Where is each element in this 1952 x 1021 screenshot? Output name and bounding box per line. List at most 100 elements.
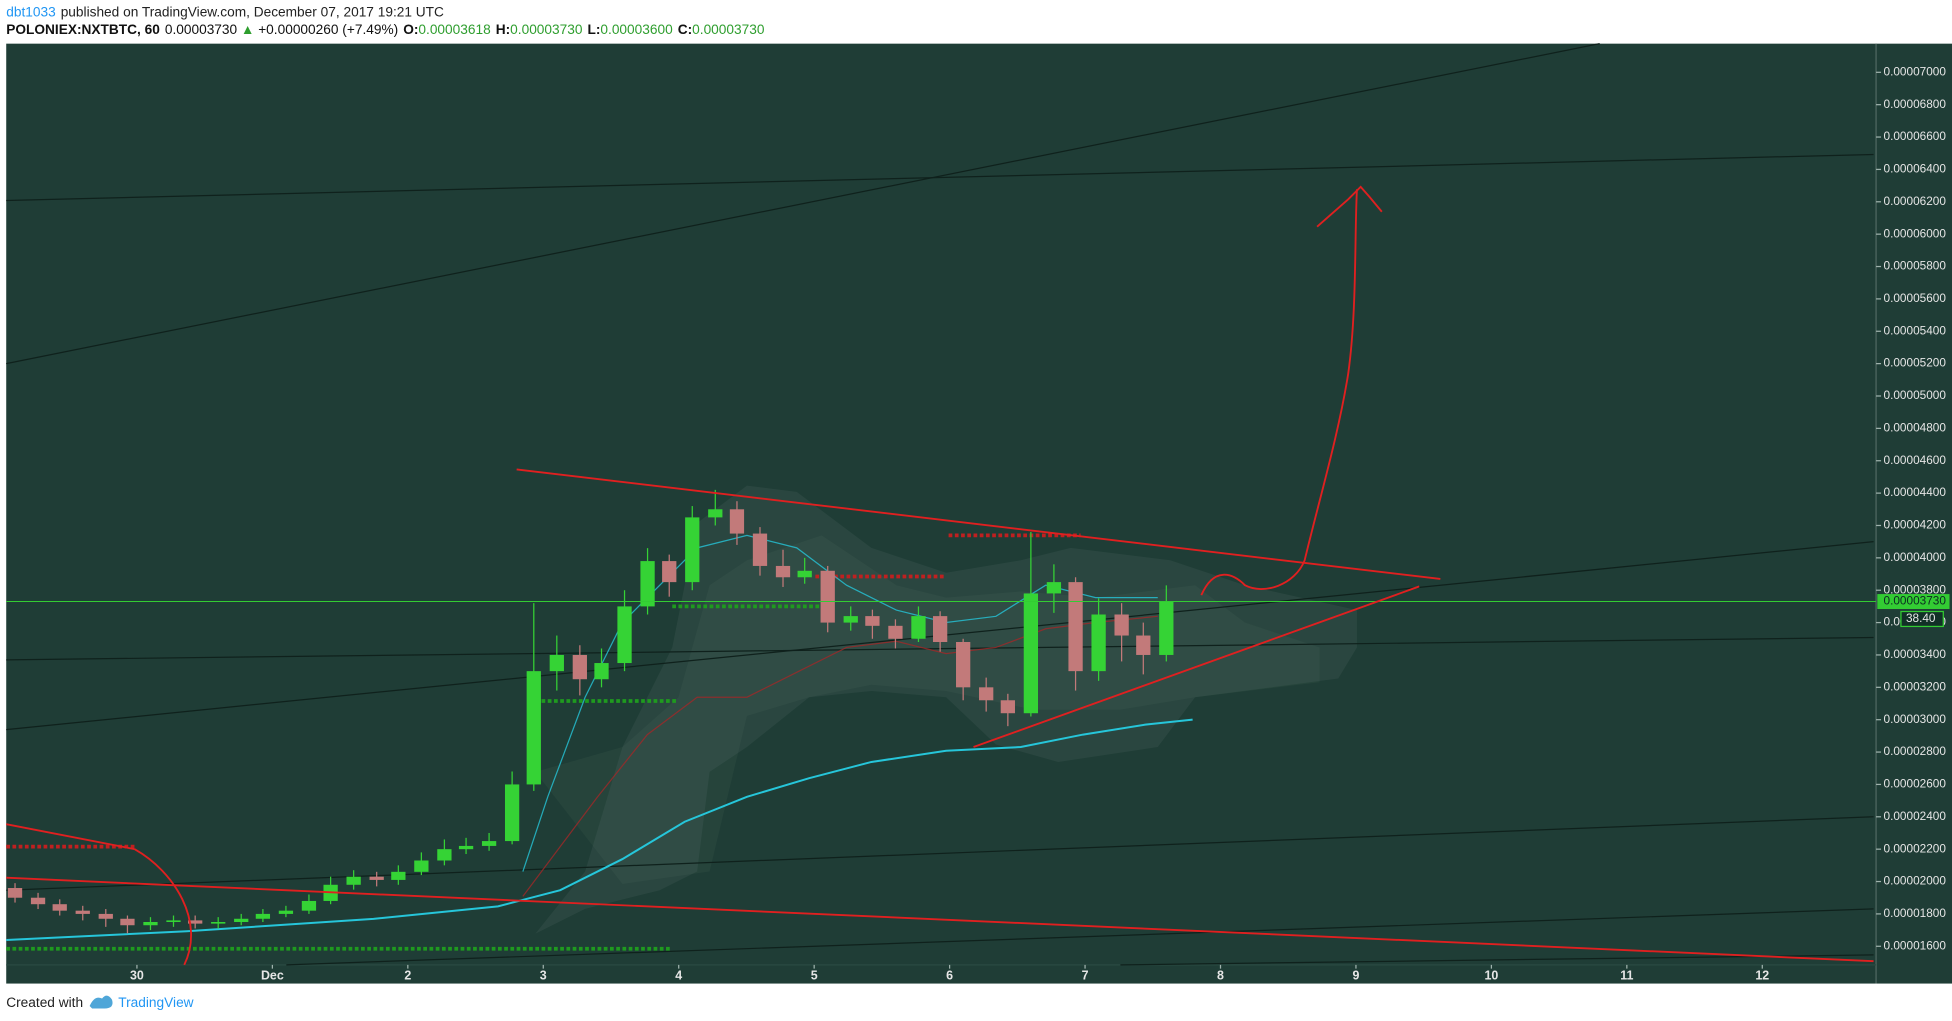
- trend-line: [6, 153, 1874, 202]
- candle-body: [820, 570, 835, 623]
- candle-body: [369, 876, 384, 880]
- candle-body: [75, 910, 90, 914]
- candle-body: [640, 561, 655, 607]
- y-tick-label: 0.00002800: [1884, 744, 1947, 758]
- candle-body: [594, 663, 609, 680]
- symbol: POLONIEX:NXTBTC, 60: [6, 22, 160, 37]
- candle-body: [685, 517, 700, 583]
- candle-body: [526, 671, 541, 785]
- x-tick-label: Dec: [261, 968, 284, 982]
- candle-body: [1000, 700, 1015, 714]
- candle-body: [1046, 582, 1062, 594]
- trend-line: [1120, 954, 1874, 966]
- footer-created: Created with: [6, 995, 83, 1010]
- x-tick-label: 5: [811, 968, 818, 982]
- candle-body: [391, 871, 406, 880]
- y-tick-label: 0.00003400: [1884, 647, 1947, 661]
- y-tick-label: 0.00005400: [1884, 323, 1947, 337]
- resistance-line: [516, 468, 1441, 580]
- candle-body: [1023, 593, 1039, 714]
- y-tick-label: 0.00004200: [1884, 518, 1947, 532]
- candle-body: [888, 625, 903, 639]
- y-tick-label: 0.00005800: [1884, 259, 1947, 273]
- y-tick-label: 0.00003200: [1884, 679, 1947, 693]
- trend-line: [6, 43, 1600, 365]
- last-price-box: [1877, 594, 1950, 610]
- x-tick-label: 2: [404, 968, 411, 982]
- low-label: L:: [587, 22, 600, 37]
- footer-brand[interactable]: TradingView: [118, 995, 193, 1010]
- author[interactable]: dbt1033: [6, 4, 56, 19]
- y-tick-label: 0.00003800: [1884, 582, 1947, 596]
- candle-body: [932, 616, 948, 643]
- last-price-label: 0.00003730: [1884, 594, 1947, 608]
- candle-body: [549, 654, 564, 672]
- y-tick-label: 0.00004800: [1884, 420, 1947, 434]
- candle-body: [911, 616, 926, 639]
- y-tick-label: 0.00006200: [1884, 194, 1947, 208]
- change-arrow: ▲: [241, 22, 255, 37]
- high-value: 0.00003730: [510, 22, 583, 37]
- projection-arrow: [1200, 189, 1358, 596]
- brand-logo: [89, 995, 113, 1009]
- y-tick-label: 0.00002400: [1884, 809, 1947, 823]
- close-value: 0.00003730: [692, 22, 765, 37]
- x-tick-label: 6: [946, 968, 953, 982]
- candles: [6, 489, 1877, 934]
- candle-body: [301, 900, 317, 911]
- x-tick-label: 11: [1620, 968, 1633, 982]
- candle-body: [1136, 635, 1151, 655]
- candle-body: [255, 913, 271, 919]
- y-tick-label: 0.00006600: [1884, 129, 1947, 143]
- last-price: 0.00003730: [165, 22, 238, 37]
- y-tick-label: 0.00002000: [1884, 874, 1947, 888]
- y-tick-label: 0.00006400: [1884, 162, 1947, 176]
- y-tick-label: 0.00002200: [1884, 841, 1947, 855]
- candle-body: [481, 841, 497, 846]
- candle-body: [504, 784, 520, 842]
- candle-body: [188, 920, 203, 924]
- candle-body: [234, 918, 249, 922]
- trend-line: [6, 816, 1874, 891]
- high-label: H:: [496, 22, 510, 37]
- candle-body: [414, 860, 429, 872]
- candle-body: [120, 918, 135, 926]
- level-markers: [6, 533, 1081, 951]
- y-tick-label: 0.00004600: [1884, 453, 1947, 467]
- candle-body: [1114, 614, 1129, 636]
- x-tick-label: 4: [675, 968, 682, 982]
- trend-line: [286, 908, 1874, 966]
- candle-body: [458, 845, 474, 850]
- y-tick-label: 0.00005600: [1884, 291, 1947, 305]
- candle-body: [956, 642, 971, 688]
- y-tick-label: 0.00007000: [1884, 64, 1947, 78]
- candle-body: [1091, 614, 1106, 672]
- y-tick-label: 0.00006000: [1884, 226, 1947, 240]
- x-tick-label: 12: [1755, 968, 1769, 982]
- y-tick-label: 0.00001800: [1884, 906, 1947, 920]
- candle-body: [775, 565, 791, 578]
- candle-body: [52, 904, 67, 911]
- open-value: 0.00003618: [418, 22, 491, 37]
- x-tick-label: 9: [1352, 968, 1359, 982]
- y-tick-label: 0.00004400: [1884, 485, 1947, 499]
- y-tick-label: 0.00003000: [1884, 712, 1947, 726]
- candle-body: [98, 913, 113, 919]
- x-tick-label: 8: [1217, 968, 1224, 982]
- change: +0.00000260 (+7.49%): [258, 22, 398, 37]
- candle-body: [143, 921, 158, 926]
- x-tick-label: 10: [1484, 968, 1498, 982]
- candle-body: [166, 920, 181, 922]
- indicator-box: [1900, 610, 1944, 628]
- header-line: dbt1033 published on TradingView.com, Dec…: [6, 4, 444, 19]
- candle-body: [865, 616, 880, 626]
- candle-body: [30, 897, 46, 905]
- candle-body: [662, 561, 677, 583]
- arrow-head: [1316, 185, 1383, 228]
- plot-area: [6, 43, 1877, 966]
- candle-body: [7, 888, 23, 898]
- candle-body: [346, 876, 361, 885]
- x-tick-label: 3: [540, 968, 547, 982]
- indicator-label: 38.40: [1906, 611, 1936, 625]
